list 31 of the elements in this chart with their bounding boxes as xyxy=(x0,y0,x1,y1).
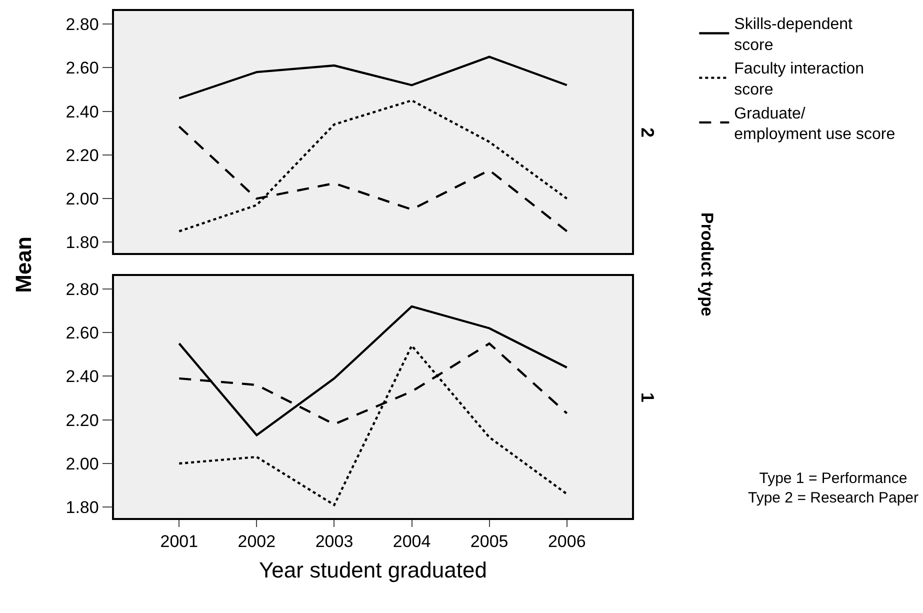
line-series xyxy=(178,305,568,436)
y-tick-label: 2.20 xyxy=(66,410,99,430)
y-tick-label: 2.80 xyxy=(66,280,99,299)
y2-axis-title: Product type xyxy=(698,212,717,316)
y-tick-label: 2.00 xyxy=(66,190,99,209)
text: 1 xyxy=(637,392,658,402)
x-tick-label: 2005 xyxy=(470,532,508,552)
y-tick-label: 2.60 xyxy=(66,58,99,78)
y-tick-label: 2.00 xyxy=(66,454,99,474)
x-tick-label: 2002 xyxy=(238,532,276,552)
x-tick-label: 2001 xyxy=(160,532,198,552)
y-tick-label: 2.40 xyxy=(66,367,99,386)
line-series xyxy=(178,99,568,232)
legend-label: Graduate/employment use score xyxy=(734,105,896,144)
legend-label: Skills-dependent score xyxy=(734,16,854,54)
y-tick-label: 2.40 xyxy=(66,102,99,122)
y-tick-label: 2.20 xyxy=(66,146,99,165)
line-series xyxy=(178,56,568,100)
text: 2 xyxy=(638,128,658,138)
y-axis-title: Mean xyxy=(10,236,36,293)
x-tick-label: 2004 xyxy=(392,532,431,552)
line-series xyxy=(178,344,568,506)
y-tick-label: 1.80 xyxy=(66,233,99,252)
text: Type 1 = Performance Type 2 = Research Paper xyxy=(748,470,919,506)
legend-label: Faculty interaction score xyxy=(734,60,864,98)
x-tick-label: 2003 xyxy=(315,532,354,552)
y-tick-label: 2.80 xyxy=(66,15,99,34)
x-tick-label: 2006 xyxy=(548,532,586,552)
y-tick-label: 2.60 xyxy=(66,324,99,343)
x-axis-title: Year student graduated xyxy=(259,558,487,583)
y-tick-label: 1.80 xyxy=(66,498,99,518)
